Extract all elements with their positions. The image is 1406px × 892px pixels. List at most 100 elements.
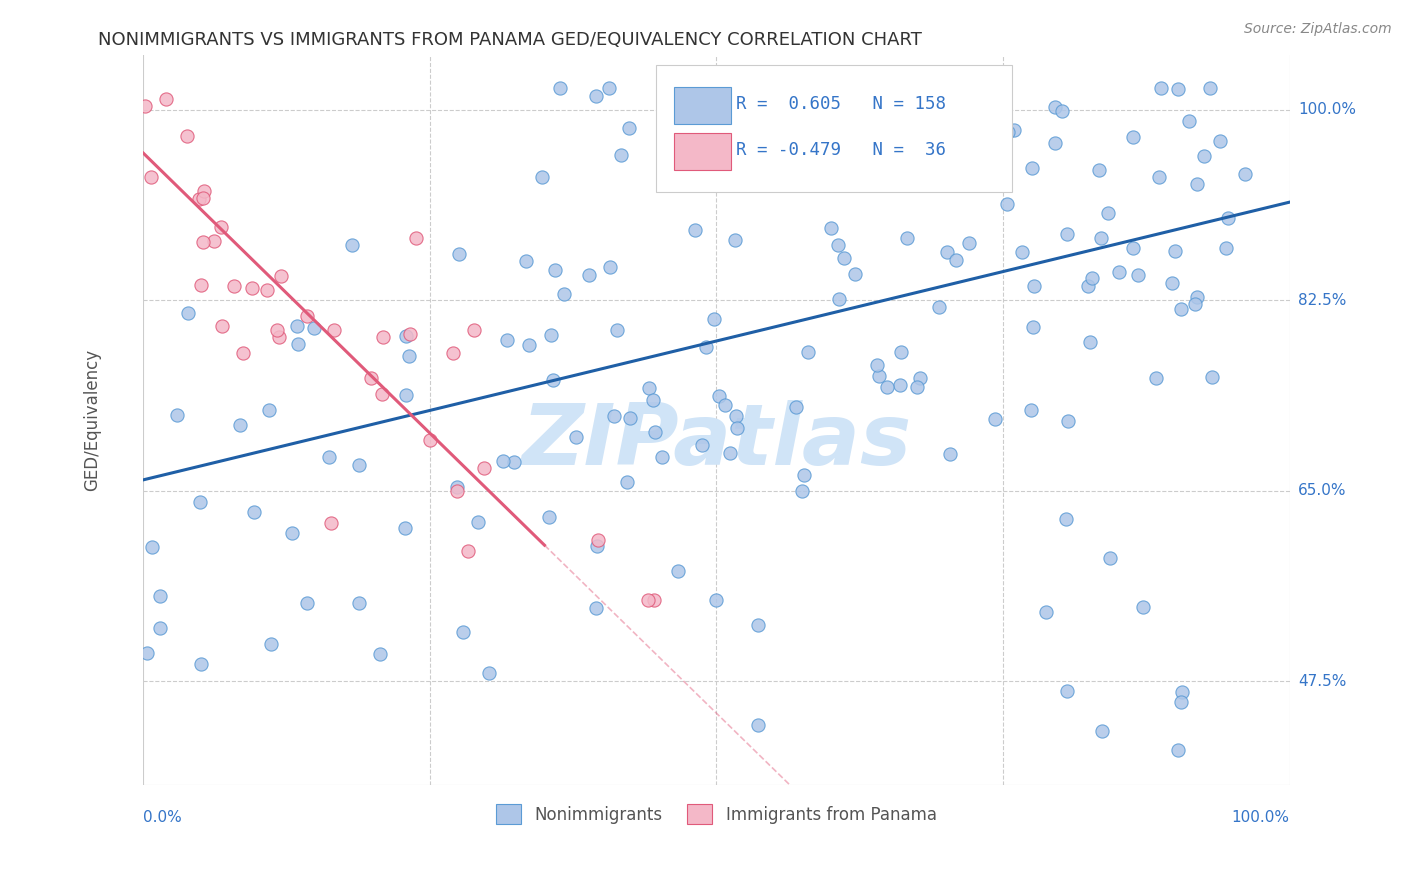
Point	[1144, 370, 1167, 384]
Point	[1097, 206, 1119, 220]
Point	[643, 392, 665, 407]
Text: Source: ZipAtlas.com: Source: ZipAtlas.com	[1244, 22, 1392, 37]
Point	[956, 80, 979, 95]
Point	[706, 592, 728, 607]
Text: GED/Equivalency: GED/Equivalency	[83, 349, 101, 491]
Point	[808, 93, 831, 107]
Point	[281, 525, 304, 540]
Point	[598, 80, 620, 95]
Point	[564, 430, 586, 444]
Point	[905, 379, 928, 393]
Point	[703, 312, 725, 326]
Point	[724, 409, 747, 424]
Point	[585, 89, 607, 103]
Point	[541, 373, 564, 387]
Point	[1185, 177, 1208, 191]
Point	[747, 717, 769, 731]
Point	[368, 647, 391, 661]
Point	[188, 494, 211, 508]
Point	[793, 468, 815, 483]
Point	[889, 377, 911, 392]
Text: R =  0.605   N = 158: R = 0.605 N = 158	[735, 95, 946, 113]
Point	[1167, 81, 1189, 95]
Point	[1209, 135, 1232, 149]
Point	[543, 263, 565, 277]
Point	[866, 358, 889, 372]
Point	[270, 268, 292, 283]
Point	[638, 381, 661, 395]
Text: NONIMMIGRANTS VS IMMIGRANTS FROM PANAMA GED/EQUIVALENCY CORRELATION CHART: NONIMMIGRANTS VS IMMIGRANTS FROM PANAMA …	[98, 31, 922, 49]
Point	[323, 323, 346, 337]
Point	[724, 233, 747, 247]
Point	[758, 167, 780, 181]
Point	[820, 220, 842, 235]
Point	[193, 191, 215, 205]
Point	[877, 169, 900, 184]
Point	[540, 327, 562, 342]
Point	[1090, 231, 1112, 245]
Point	[141, 540, 163, 554]
Point	[1080, 271, 1102, 285]
Point	[187, 192, 209, 206]
Point	[1192, 149, 1215, 163]
Point	[651, 450, 673, 464]
Point	[451, 625, 474, 640]
Point	[141, 169, 163, 184]
Point	[269, 330, 291, 344]
Point	[1077, 278, 1099, 293]
Point	[224, 279, 246, 293]
Point	[394, 521, 416, 535]
Point	[441, 346, 464, 360]
Point	[530, 170, 553, 185]
Point	[373, 330, 395, 344]
Point	[1234, 167, 1257, 181]
Point	[492, 454, 515, 468]
Point	[1011, 244, 1033, 259]
Point	[136, 646, 159, 660]
Point	[259, 637, 281, 651]
Point	[747, 618, 769, 632]
Point	[148, 589, 170, 603]
Point	[1199, 80, 1222, 95]
Point	[1164, 244, 1187, 258]
Point	[1216, 211, 1239, 226]
Text: 0.0%: 0.0%	[143, 810, 183, 825]
Point	[685, 223, 707, 237]
Point	[707, 389, 730, 403]
Point	[1171, 685, 1194, 699]
Point	[467, 515, 489, 529]
Point	[134, 99, 156, 113]
Text: 82.5%: 82.5%	[1298, 293, 1346, 308]
Text: 100.0%: 100.0%	[1298, 102, 1355, 117]
Point	[637, 592, 659, 607]
Text: 65.0%: 65.0%	[1298, 483, 1347, 499]
Point	[211, 319, 233, 334]
Point	[983, 161, 1005, 175]
Point	[496, 333, 519, 347]
Point	[984, 412, 1007, 426]
Text: ZIPatlas: ZIPatlas	[522, 401, 911, 483]
Point	[876, 379, 898, 393]
Point	[240, 281, 263, 295]
Point	[1080, 335, 1102, 350]
Point	[725, 421, 748, 435]
Point	[1098, 551, 1121, 566]
Point	[578, 268, 600, 283]
Point	[1170, 695, 1192, 709]
Point	[515, 254, 537, 268]
Point	[1091, 723, 1114, 738]
Point	[1022, 320, 1045, 334]
Point	[896, 230, 918, 244]
Point	[797, 345, 820, 359]
Point	[1108, 265, 1130, 279]
Point	[446, 483, 468, 498]
Point	[599, 260, 621, 275]
FancyBboxPatch shape	[673, 87, 731, 124]
Point	[548, 80, 571, 95]
Point	[155, 92, 177, 106]
Point	[228, 417, 250, 432]
Point	[969, 124, 991, 138]
Point	[190, 657, 212, 672]
Point	[1043, 100, 1066, 114]
Point	[371, 387, 394, 401]
